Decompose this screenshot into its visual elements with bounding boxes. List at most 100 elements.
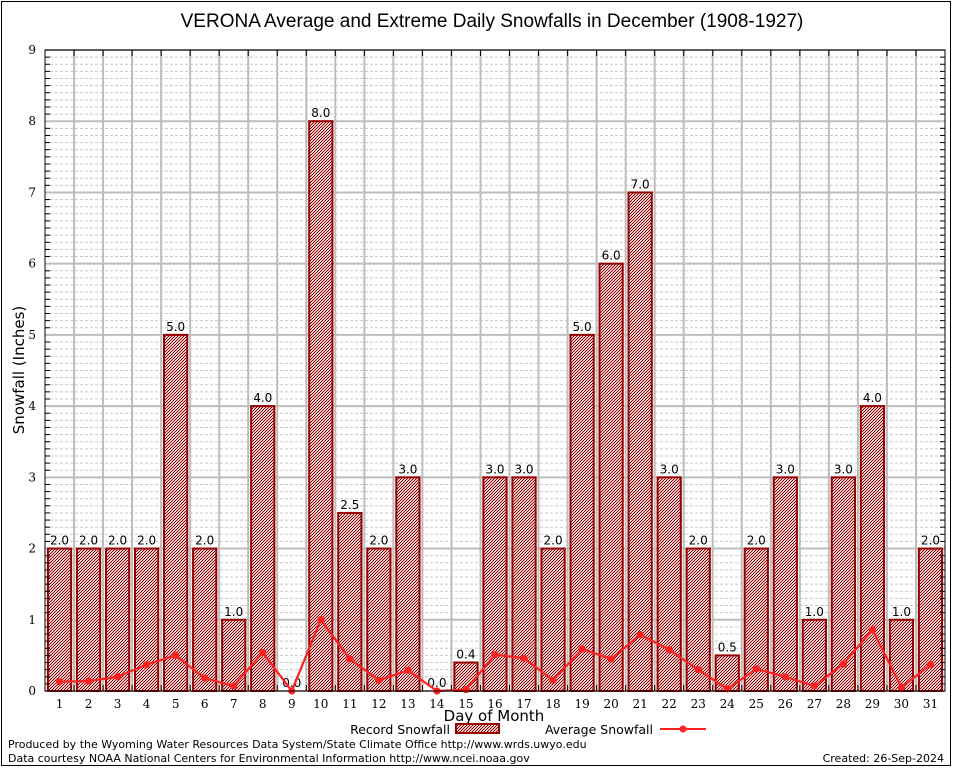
average-point-day-3: [113, 673, 122, 681]
bar-day-6: [192, 547, 218, 692]
bar-label-day-26: 3.0: [776, 462, 795, 476]
average-point-day-25: [752, 665, 760, 673]
average-point-day-16: [491, 651, 499, 659]
y-tick-labels: 0 1 2 3 4 5 6 7 8 9: [28, 43, 36, 698]
average-point-day-28: [839, 660, 847, 668]
x-tick-label-31: 31: [923, 697, 938, 711]
x-tick-label-7: 7: [230, 697, 238, 711]
x-tick-label-19: 19: [574, 697, 589, 711]
average-point-day-11: [346, 655, 354, 663]
bar-label-day-27: 1.0: [805, 605, 824, 619]
chart-title: VERONA Average and Extreme Daily Snowfal…: [181, 11, 804, 32]
bar-day-20: [598, 262, 624, 692]
average-point-day-4: [143, 661, 151, 669]
bars: [46, 120, 944, 693]
bar-day-8: [250, 405, 276, 692]
footer-created: Created: 26-Sep-2024: [823, 752, 944, 765]
average-point-day-7: [230, 682, 238, 690]
bar-label-day-21: 7.0: [631, 177, 650, 191]
bar-label-day-20: 6.0: [602, 249, 621, 263]
x-tick-label-20: 20: [603, 697, 618, 711]
average-point-day-5: [172, 651, 180, 659]
x-tick-label-21: 21: [633, 697, 648, 711]
x-tick-label-10: 10: [313, 697, 328, 711]
y-tick-label-1: 1: [28, 613, 36, 627]
average-point-day-31: [926, 661, 935, 669]
bar-day-12: [366, 547, 392, 692]
bar-label-day-1: 2.0: [50, 534, 69, 548]
average-point-day-15: [462, 685, 470, 694]
average-line: [55, 616, 935, 695]
average-point-day-1: [55, 678, 64, 686]
x-tick-label-25: 25: [749, 697, 764, 711]
x-tick-label-14: 14: [429, 697, 445, 711]
bar-labels: 2.0 2.0 2.0 2.05.02.01.04.00.08.02.52.03.00…: [50, 106, 940, 690]
bar-label-day-24: 0.5: [718, 640, 737, 654]
average-point-day-12: [375, 676, 383, 684]
x-tick-label-6: 6: [201, 697, 209, 711]
bar-day-4: [134, 547, 160, 692]
y-tick-label-8: 8: [28, 114, 36, 128]
x-tick-label-23: 23: [691, 697, 706, 711]
bar-day-10: [308, 120, 334, 692]
y-tick-label-7: 7: [28, 185, 36, 199]
bar-label-day-11: 2.5: [340, 498, 359, 512]
bar-label-day-3: 2.0: [108, 534, 127, 548]
bar-label-day-8: 4.0: [253, 391, 272, 405]
x-tick-label-26: 26: [778, 697, 793, 711]
x-tick-label-24: 24: [720, 697, 736, 711]
x-tick-label-30: 30: [894, 697, 909, 711]
x-tick-label-29: 29: [865, 697, 880, 711]
y-tick-label-3: 3: [28, 470, 36, 484]
average-point-day-19: [578, 645, 586, 653]
legend: Record Snowfall Average Snowfall: [350, 722, 706, 737]
bar-label-day-31: 2.0: [921, 534, 940, 548]
bar-day-13: [395, 476, 421, 693]
bar-label-day-13: 3.0: [398, 462, 417, 476]
x-axis-title: Day of Month: [444, 707, 545, 725]
bar-label-day-10: 8.0: [311, 106, 330, 120]
average-point-day-29: [868, 626, 877, 634]
bar-label-day-2: 2.0: [79, 534, 98, 548]
bar-label-day-28: 3.0: [834, 462, 853, 476]
bar-label-day-4: 2.0: [137, 534, 156, 548]
x-tick-label-16: 16: [487, 697, 502, 711]
x-tick-labels: 1 2 3 4 5 6 7 8 9 10 11 12 13 14 15 16 17 18 19 20 21 22 23 24 2…: [56, 697, 938, 711]
y-tick-label-9: 9: [28, 43, 36, 57]
average-point-day-13: [404, 666, 412, 674]
average-point-day-22: [665, 646, 673, 654]
average-point-day-8: [259, 648, 267, 657]
footer-data-courtesy: Data courtesy NOAA National Centers for …: [8, 752, 530, 765]
bar-day-18: [540, 547, 566, 692]
x-tick-label-18: 18: [545, 697, 560, 711]
y-tick-label-2: 2: [28, 542, 36, 556]
average-point-day-21: [636, 631, 644, 639]
x-tick-label-1: 1: [56, 697, 64, 711]
axes: [44, 49, 946, 692]
legend-record-swatch: [455, 723, 500, 734]
bar-label-day-7: 1.0: [224, 605, 243, 619]
x-tick-label-2: 2: [85, 697, 93, 711]
legend-average-marker: [679, 725, 687, 733]
average-point-day-10: [317, 616, 325, 624]
average-point-day-27: [810, 682, 818, 690]
average-point-day-17: [520, 654, 528, 662]
x-tick-label-28: 28: [836, 697, 851, 711]
bar-day-7: [221, 618, 247, 692]
bar-label-day-5: 5.0: [166, 320, 185, 334]
x-tick-label-5: 5: [172, 697, 180, 711]
bar-day-28: [830, 476, 856, 693]
bar-label-day-16: 3.0: [485, 462, 504, 476]
average-point-day-23: [694, 666, 702, 674]
y-tick-label-5: 5: [28, 328, 36, 342]
x-tick-label-15: 15: [458, 697, 473, 711]
y-axis-title: Snowfall (Inches): [10, 306, 28, 434]
y-tick-label-6: 6: [28, 257, 36, 271]
legend-average-label: Average Snowfall: [545, 722, 653, 737]
y-tick-label-4: 4: [28, 399, 36, 413]
bar-label-day-23: 2.0: [689, 534, 708, 548]
bar-day-1: [46, 547, 73, 692]
